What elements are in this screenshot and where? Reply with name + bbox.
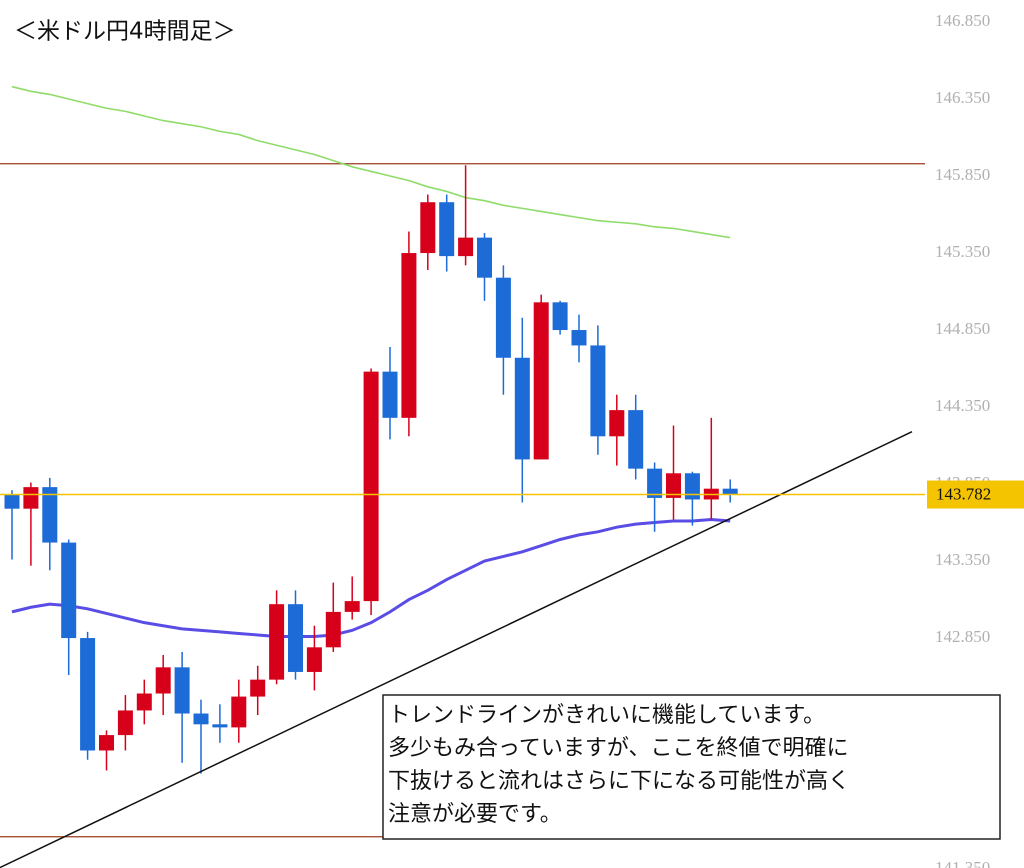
annotation-text: 多少もみ合っていますが、ここを終値で明確に (388, 736, 848, 761)
candle-body (401, 253, 417, 418)
candle-body (42, 487, 58, 543)
candle-body (117, 710, 133, 736)
candle-body (4, 494, 20, 509)
y-tick-label: 146.350 (935, 88, 990, 107)
trendline (0, 431, 913, 868)
candle-body (495, 277, 511, 358)
last-price-label: 143.782 (936, 484, 991, 503)
candle-body (684, 473, 700, 500)
candle-body (61, 542, 77, 639)
candle-body (136, 693, 152, 711)
y-tick-label: 144.850 (935, 319, 990, 338)
candle-body (722, 488, 738, 495)
candle-body (590, 345, 606, 437)
candle-body (514, 357, 530, 460)
y-tick-label: 144.350 (935, 396, 990, 415)
candle-body (193, 713, 209, 725)
candle-body (155, 667, 171, 694)
candle-body (344, 601, 360, 612)
candle-body (269, 604, 285, 680)
candle-body (382, 371, 398, 418)
moving-average (11, 85, 731, 239)
annotation-box (382, 694, 1001, 840)
chart-title: ＜米ドル円4時間足＞ (14, 19, 236, 45)
candle-body (23, 487, 39, 509)
candle-body (80, 638, 96, 751)
last-price-box (927, 480, 1024, 509)
y-tick-label: 143.350 (935, 550, 990, 569)
candle-body (250, 679, 266, 697)
y-tick-label: 142.850 (935, 627, 990, 646)
y-tick-label: 145.350 (935, 242, 990, 261)
candle-body (571, 330, 587, 346)
candle-body (647, 468, 663, 498)
candle-body (609, 410, 625, 437)
annotation-text: トレンドラインがきれいに機能しています。 (388, 703, 825, 728)
candle-body (288, 604, 303, 672)
candle-body (666, 473, 681, 498)
candle-body (231, 696, 247, 728)
moving-average (11, 517, 731, 639)
y-tick-label: 145.850 (935, 165, 990, 184)
candle-body (306, 647, 322, 672)
candle-body (212, 724, 228, 728)
candle-body (363, 371, 379, 602)
candle-body (325, 611, 341, 648)
y-tick-label: 146.850 (935, 11, 990, 30)
candle-body (420, 202, 436, 254)
candle-body (458, 237, 474, 257)
candle-body (552, 302, 568, 331)
candle-body (439, 202, 455, 257)
y-tick-label: 141.350 (935, 858, 990, 868)
annotation-text: 下抜けると流れはさらに下になる可能性が高く (388, 769, 850, 794)
candle-body (99, 735, 114, 751)
candle-body (174, 667, 190, 714)
candle-body (628, 410, 644, 469)
candle-body (533, 302, 549, 460)
candle-body (477, 237, 492, 278)
annotation-text: 注意が必要です。 (388, 802, 562, 827)
